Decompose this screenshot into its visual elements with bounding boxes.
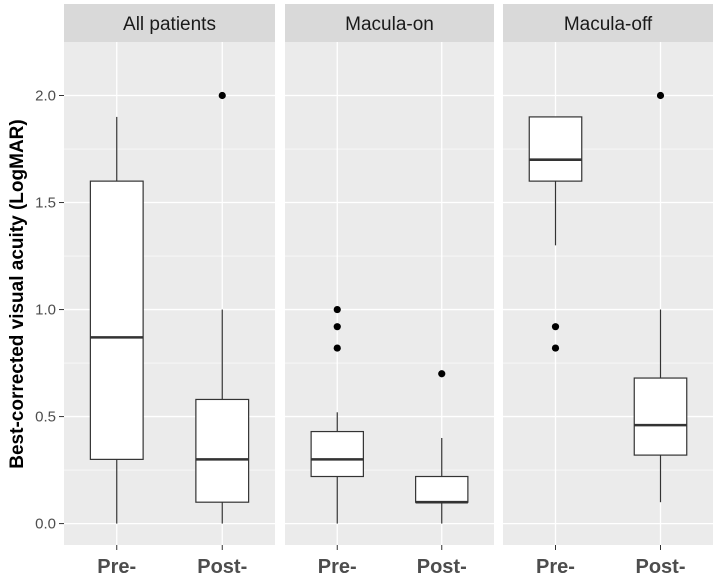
box-iqr: [195, 398, 250, 503]
facet-title: Macula-off: [564, 14, 653, 35]
box-post: [415, 370, 469, 524]
y-tick-label: 1.5: [35, 195, 56, 212]
y-tick-label: 1.0: [35, 302, 56, 319]
box-iqr: [310, 430, 364, 478]
outlier-point: [438, 370, 446, 378]
box-pre: [528, 116, 583, 352]
outlier-point: [218, 91, 226, 100]
x-tick-label: Pre-: [536, 556, 575, 578]
y-tick-label: 0.0: [35, 516, 56, 533]
y-tick-label: 0.5: [35, 409, 56, 426]
outlier-point: [333, 344, 341, 352]
x-tick-label: Post-: [197, 556, 247, 578]
y-axis-label: Best-corrected visual acuity (LogMAR): [7, 119, 28, 468]
box-iqr: [633, 377, 688, 456]
y-tick-label: 2.0: [35, 88, 56, 105]
x-tick-label: Post-: [417, 556, 467, 578]
outlier-point: [551, 344, 560, 352]
box-post: [195, 91, 250, 524]
x-tick-label: Post-: [636, 556, 686, 578]
box-post: [633, 91, 688, 503]
box-pre: [310, 305, 364, 524]
facet-panel: Macula-off Pre- Post-: [503, 4, 713, 578]
x-tick-label: Pre-: [318, 556, 357, 578]
facet-panel: Macula-on Pre- Post-: [285, 4, 494, 578]
facet-strip: [503, 4, 713, 42]
outlier-point: [333, 305, 341, 314]
outlier-point: [551, 323, 560, 331]
x-tick-label: Pre-: [97, 556, 136, 578]
outlier-point: [656, 91, 665, 100]
facet-title: All patients: [123, 14, 216, 35]
facet-panel: All patients Pre- Post-: [64, 4, 275, 578]
box-iqr: [528, 116, 583, 182]
facet-strip: [285, 4, 494, 42]
facet-strip: [64, 4, 275, 42]
y-axis: 0.0 0.5 1.0 1.5 2.0: [35, 88, 64, 533]
outlier-point: [333, 323, 341, 331]
box-pre: [89, 116, 144, 524]
box-iqr: [89, 180, 144, 460]
facet-title: Macula-on: [345, 14, 434, 35]
box-iqr: [415, 475, 469, 503]
